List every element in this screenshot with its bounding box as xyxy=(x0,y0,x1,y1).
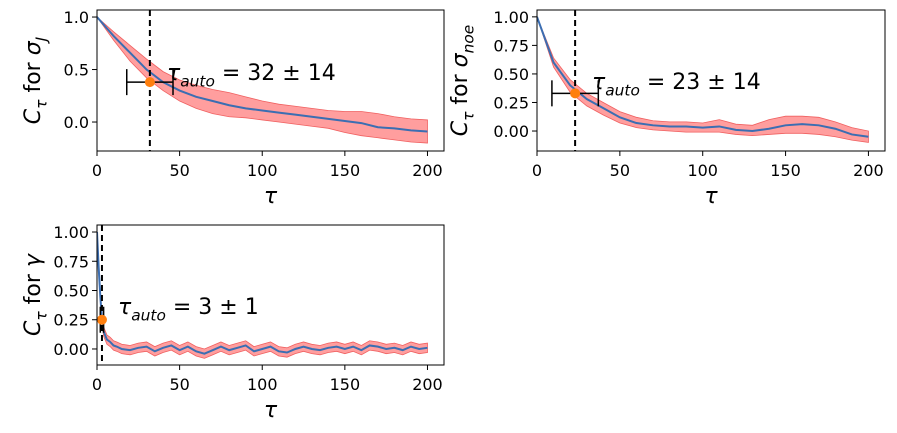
mean-line xyxy=(537,16,869,138)
confidence-band xyxy=(537,16,869,143)
x-tick-label: 0 xyxy=(92,375,102,394)
y-axis-label: Cτ for σJ xyxy=(21,36,51,124)
label-part: τ xyxy=(33,311,51,321)
confidence-band xyxy=(97,231,428,359)
tau-point xyxy=(96,314,107,325)
y-tick-label: 0.0 xyxy=(64,113,89,132)
x-tick-label: 50 xyxy=(610,161,630,180)
label-part: for xyxy=(21,267,46,311)
label-part: τ xyxy=(167,61,181,86)
y-tick-label: 0.00 xyxy=(53,340,89,359)
label-part: τ xyxy=(33,99,51,109)
axes-frame xyxy=(96,224,445,366)
axes-frame xyxy=(536,9,886,152)
label-part: auto xyxy=(605,82,640,100)
y-tick-label: 0.00 xyxy=(493,122,529,141)
y-axis-label: Cτ for γ xyxy=(21,253,51,336)
mean-line xyxy=(97,231,428,355)
y-tick-label: 0.25 xyxy=(53,311,89,330)
x-axis-label: τ xyxy=(704,184,718,209)
label-part: γ xyxy=(21,253,46,267)
y-tick-label: 1.0 xyxy=(64,8,89,27)
y-tick-label: 0.25 xyxy=(493,93,529,112)
x-tick-label: 0 xyxy=(92,161,102,180)
x-tick-label: 150 xyxy=(770,161,801,180)
x-tick-label: 150 xyxy=(330,161,361,180)
label-part: = 23 ± 14 xyxy=(640,70,761,95)
label-part: for xyxy=(448,67,473,111)
label-part: τ xyxy=(460,111,478,121)
x-tick-label: 200 xyxy=(412,161,443,180)
y-tick-label: 1.00 xyxy=(53,223,89,242)
label-part: σ xyxy=(448,52,473,67)
x-tick-label: 0 xyxy=(532,161,542,180)
label-part: τ xyxy=(704,184,718,209)
y-tick-label: 0.75 xyxy=(53,252,89,271)
y-tick-label: 0.5 xyxy=(64,61,89,80)
x-axis-label: τ xyxy=(264,184,278,209)
label-part: τ xyxy=(592,70,606,95)
mean-line xyxy=(97,16,428,133)
label-part: for xyxy=(21,55,46,99)
annotation: τauto = 3 ± 1 xyxy=(118,295,259,325)
x-tick-label: 200 xyxy=(412,375,443,394)
x-tick-label: 150 xyxy=(330,375,361,394)
label-part: auto xyxy=(131,307,166,325)
label-part: τ xyxy=(118,295,132,320)
label-part: τ xyxy=(264,184,278,209)
y-tick-label: 0.50 xyxy=(53,281,89,300)
x-tick-label: 100 xyxy=(247,161,278,180)
label-part: J xyxy=(33,36,51,44)
label-part: τ xyxy=(264,398,278,423)
x-tick-label: 50 xyxy=(169,161,189,180)
x-tick-label: 50 xyxy=(169,375,189,394)
tau-point xyxy=(144,77,155,88)
label-part: σ xyxy=(21,40,46,55)
x-tick-label: 200 xyxy=(853,161,884,180)
annotation: τauto = 32 ± 14 xyxy=(167,61,336,91)
label-part: C xyxy=(448,120,473,136)
x-tick-label: 100 xyxy=(687,161,718,180)
y-tick-label: 1.00 xyxy=(493,8,529,27)
label-part: noe xyxy=(460,25,478,54)
x-axis-label: τ xyxy=(264,398,278,423)
label-part: = 3 ± 1 xyxy=(166,295,259,320)
label-part: = 32 ± 14 xyxy=(215,61,336,86)
axes-frame xyxy=(96,9,445,152)
y-axis-label: Cτ for σnoe xyxy=(448,25,478,137)
label-part: auto xyxy=(180,73,215,91)
y-tick-label: 0.50 xyxy=(493,65,529,84)
label-part: C xyxy=(21,108,46,124)
annotation: τauto = 23 ± 14 xyxy=(592,70,761,100)
tau-point xyxy=(570,88,581,99)
y-tick-label: 0.75 xyxy=(493,36,529,55)
x-tick-label: 100 xyxy=(247,375,278,394)
label-part: C xyxy=(21,320,46,336)
